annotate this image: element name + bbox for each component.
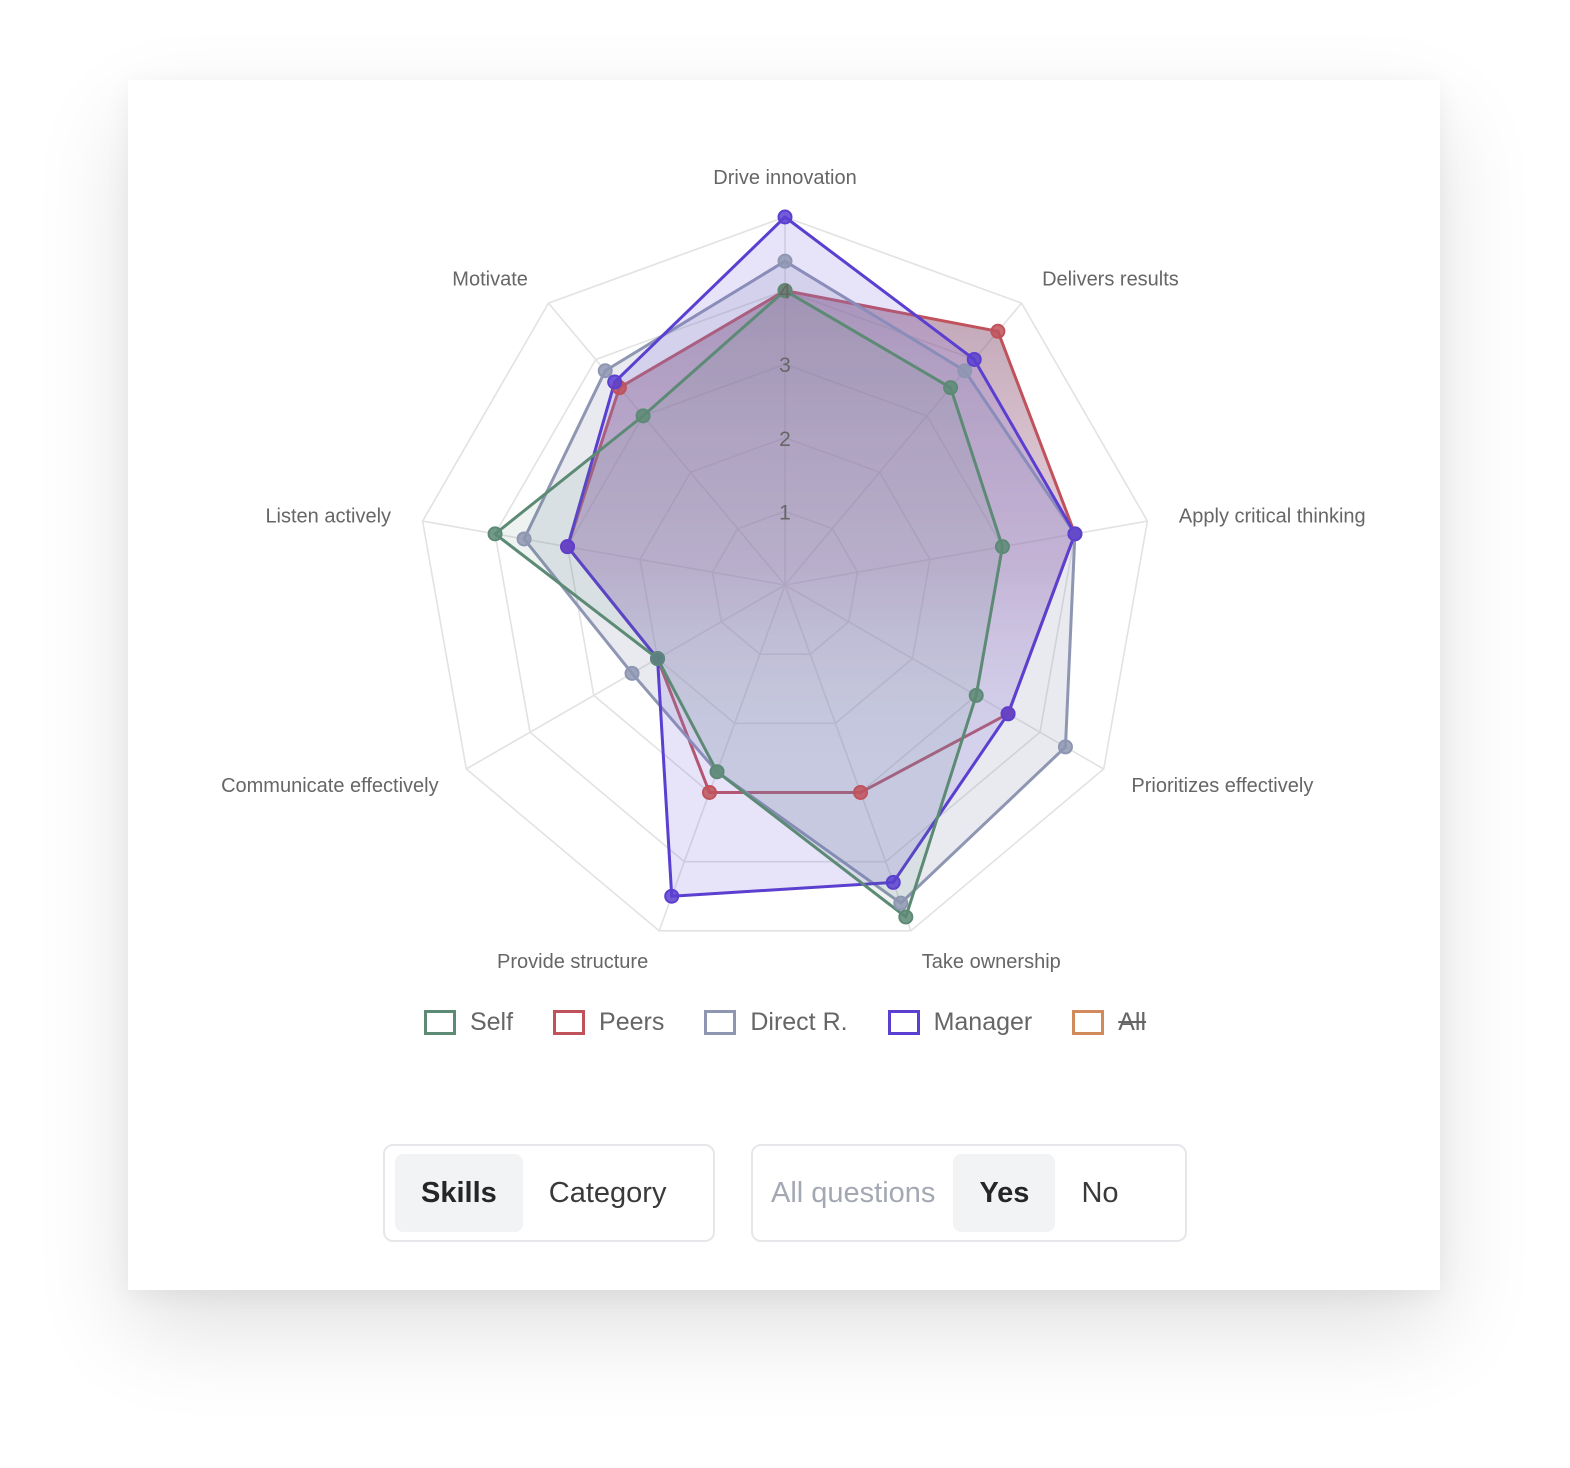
point-peers-provide-structure[interactable] xyxy=(701,784,717,800)
legend-label-direct-r: Direct R. xyxy=(750,1008,848,1036)
point-direct-r-listen-actively[interactable] xyxy=(516,531,532,547)
tick-label-1: 1 xyxy=(779,501,791,524)
point-self-take-ownership[interactable] xyxy=(898,909,914,925)
legend-swatch-all xyxy=(1072,1010,1105,1035)
point-self-provide-structure[interactable] xyxy=(709,764,725,780)
legend-item-peers[interactable]: Peers xyxy=(553,1008,664,1037)
view-toggle: Skills Category xyxy=(383,1144,715,1242)
series-self xyxy=(493,289,1004,919)
legend-item-direct-r[interactable]: Direct R. xyxy=(704,1008,848,1037)
radar-ticks: 1 2 3 4 xyxy=(779,281,791,525)
series-peers xyxy=(566,289,1077,794)
point-self-motivate[interactable] xyxy=(635,408,651,424)
point-self-delivers-results[interactable] xyxy=(943,380,959,396)
legend-swatch-direct-r xyxy=(704,1010,737,1035)
point-self-apply-critical-thinking[interactable] xyxy=(994,539,1010,555)
legend-item-manager[interactable]: Manager xyxy=(887,1008,1033,1037)
legend-swatch-self xyxy=(423,1010,456,1035)
point-self-drive-innovation[interactable] xyxy=(777,283,793,299)
tick-label-2: 2 xyxy=(779,428,791,451)
point-direct-r-delivers-results[interactable] xyxy=(957,363,973,379)
point-manager-prioritizes-effectively[interactable] xyxy=(1000,706,1016,722)
point-self-listen-actively[interactable] xyxy=(487,526,503,542)
legend-label-all: All xyxy=(1118,1008,1147,1036)
chart-legend: Self Peers Direct R. Manager All xyxy=(0,1008,1570,1037)
axis-label-prioritizes-effectively: Prioritizes effectively xyxy=(1131,775,1313,797)
point-manager-provide-structure[interactable] xyxy=(664,888,680,904)
grid-ring-5 xyxy=(421,216,1149,932)
point-peers-delivers-results[interactable] xyxy=(990,323,1006,339)
axis-label-provide-structure: Provide structure xyxy=(497,951,648,973)
point-manager-drive-innovation[interactable] xyxy=(777,209,793,225)
question-filter: All questions Yes No xyxy=(751,1144,1187,1242)
yes-tab[interactable]: Yes xyxy=(953,1154,1056,1232)
axis-label-take-ownership: Take ownership xyxy=(922,951,1061,973)
all-questions-tab[interactable]: All questions xyxy=(771,1176,936,1209)
point-direct-r-prioritizes-effectively[interactable] xyxy=(1057,739,1073,755)
point-self-communicate-effectively[interactable] xyxy=(650,651,666,667)
no-tab[interactable]: No xyxy=(1081,1176,1119,1209)
axis-label-motivate: Motivate xyxy=(452,269,528,291)
axis-label-delivers-results: Delivers results xyxy=(1042,269,1179,291)
category-tab[interactable]: Category xyxy=(548,1176,667,1209)
point-direct-r-communicate-effectively[interactable] xyxy=(624,665,640,681)
tick-label-4: 4 xyxy=(779,281,791,304)
point-direct-r-take-ownership[interactable] xyxy=(893,895,909,911)
point-manager-motivate[interactable] xyxy=(607,374,623,390)
point-manager-take-ownership[interactable] xyxy=(885,874,901,890)
legend-label-manager: Manager xyxy=(933,1008,1033,1036)
skills-tab[interactable]: Skills xyxy=(395,1154,523,1232)
point-manager-apply-critical-thinking[interactable] xyxy=(1067,526,1083,542)
point-peers-take-ownership[interactable] xyxy=(853,784,869,800)
axis-label-listen-actively: Listen actively xyxy=(265,506,391,528)
series-direct-r xyxy=(522,259,1077,905)
legend-label-self: Self xyxy=(469,1008,514,1036)
radar-axis-labels: Drive innovation Delivers results Apply cr… xyxy=(221,167,1366,973)
axis-label-communicate-effectively: Communicate effectively xyxy=(221,775,439,797)
point-direct-r-drive-innovation[interactable] xyxy=(777,253,793,269)
legend-label-peers: Peers xyxy=(599,1008,665,1036)
point-direct-r-motivate[interactable] xyxy=(597,363,613,379)
tick-label-3: 3 xyxy=(779,354,791,377)
radar-series xyxy=(493,215,1077,919)
axis-label-drive-innovation: Drive innovation xyxy=(713,167,856,189)
radar-chart: 1 2 3 4 Drive innovation Delivers results App… xyxy=(221,167,1366,973)
point-manager-listen-actively[interactable] xyxy=(560,539,576,555)
axis-label-apply-critical-thinking: Apply critical thinking xyxy=(1179,506,1366,528)
legend-item-all[interactable]: All xyxy=(1072,1008,1146,1037)
point-manager-delivers-results[interactable] xyxy=(966,351,982,367)
legend-swatch-manager xyxy=(887,1010,920,1035)
legend-item-self[interactable]: Self xyxy=(423,1008,514,1037)
legend-swatch-peers xyxy=(553,1010,586,1035)
point-self-prioritizes-effectively[interactable] xyxy=(968,687,984,703)
radar-points xyxy=(487,209,1083,925)
